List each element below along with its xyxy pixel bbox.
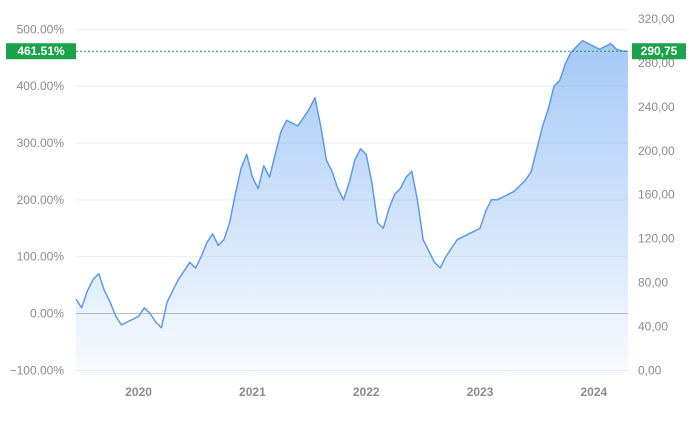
right-tick-label: 320,00 bbox=[638, 12, 675, 26]
right-tick-label: 0,00 bbox=[638, 363, 662, 377]
left-axis-ticks: −100.00% 0.00% 100.00% 200.00% 300.00% 400.00… bbox=[10, 22, 65, 377]
x-axis-ticks: 2020 2021 2022 2023 2024 bbox=[125, 385, 607, 399]
left-tick-label: 200.00% bbox=[17, 193, 65, 207]
left-tick-label: 400.00% bbox=[17, 79, 65, 93]
right-axis-ticks: 0,00 40,00 80,00 120,00 160,00 200,00 240,00 28… bbox=[638, 12, 675, 377]
left-tick-label: −100.00% bbox=[10, 363, 65, 377]
right-tick-label: 160,00 bbox=[638, 188, 675, 202]
left-tick-label: 300.00% bbox=[17, 136, 65, 150]
x-tick-label: 2021 bbox=[239, 385, 266, 399]
area-fill bbox=[76, 40, 628, 376]
x-tick-label: 2022 bbox=[353, 385, 380, 399]
left-tick-label: 500.00% bbox=[17, 22, 65, 36]
left-tick-label: 100.00% bbox=[17, 250, 65, 264]
right-tick-label: 120,00 bbox=[638, 232, 675, 246]
right-tick-label: 40,00 bbox=[638, 319, 668, 333]
price-area bbox=[76, 40, 628, 376]
current-percent-badge: 461.51% bbox=[6, 43, 76, 60]
x-tick-label: 2024 bbox=[581, 385, 608, 399]
x-tick-label: 2020 bbox=[125, 385, 152, 399]
right-tick-label: 280,00 bbox=[638, 56, 675, 70]
current-price-badge: 290,75 bbox=[632, 43, 686, 60]
left-tick-label: 0.00% bbox=[30, 306, 64, 320]
right-tick-label: 200,00 bbox=[638, 144, 675, 158]
series-line bbox=[75, 39, 629, 329]
right-tick-label: 80,00 bbox=[638, 276, 668, 290]
price-line bbox=[75, 39, 629, 329]
x-tick-label: 2023 bbox=[467, 385, 494, 399]
current-percent-label: 461.51% bbox=[17, 44, 65, 58]
right-tick-label: 240,00 bbox=[638, 100, 675, 114]
current-price-label: 290,75 bbox=[641, 44, 678, 58]
